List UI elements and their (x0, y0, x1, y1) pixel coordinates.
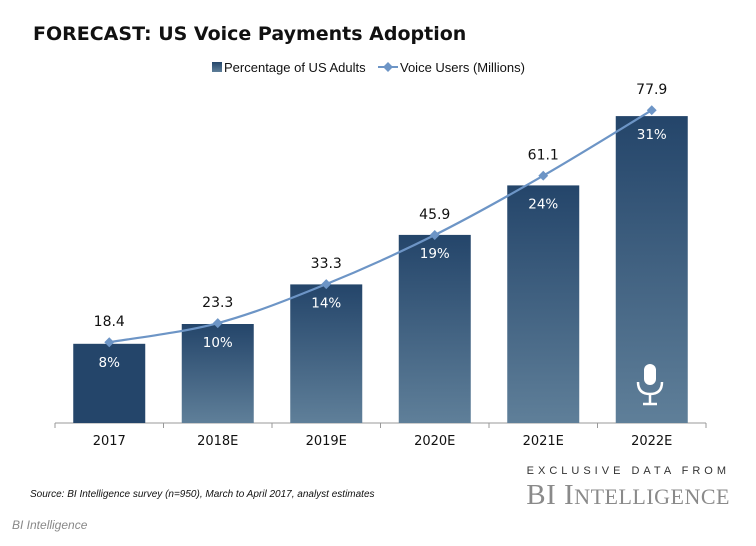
line-data-label: 23.3 (202, 295, 233, 311)
bar-2020E (398, 234, 471, 423)
line-data-label: 33.3 (311, 256, 342, 272)
x-tick-label: 2021E (523, 434, 564, 449)
line-data-label: 18.4 (94, 314, 125, 330)
bar-label: 10% (203, 335, 233, 351)
bar-label: 24% (528, 196, 558, 212)
chart-title: FORECAST: US Voice Payments Adoption (33, 23, 466, 45)
line-data-label: 61.1 (528, 148, 559, 164)
x-tick-label: 2018E (197, 434, 238, 449)
x-tick-label: 2019E (306, 434, 347, 449)
bar-2018E (181, 324, 254, 423)
legend: Percentage of US Adults Voice Users (Mil… (212, 60, 525, 75)
bar-2019E (290, 284, 363, 423)
footer-brand: BI Intelligence (12, 518, 88, 532)
line-data-label: 77.9 (636, 82, 667, 98)
line-marker-2018E (212, 318, 223, 329)
source-note: Source: BI Intelligence survey (n=950), … (30, 489, 375, 500)
x-tick-label: 2017 (93, 434, 126, 449)
legend-line: Voice Users (Millions) (400, 60, 525, 75)
legend-bar-swatch (212, 62, 222, 72)
line-marker-2021E (538, 170, 549, 181)
legend-bars: Percentage of US Adults (224, 60, 366, 75)
exclusive-label: EXCLUSIVE DATA FROM (526, 465, 730, 477)
x-tick-label: 2020E (414, 434, 455, 449)
bar-label: 31% (637, 127, 667, 143)
line-marker-2019E (321, 279, 332, 290)
bar-2017 (73, 343, 146, 423)
bar-2021E (507, 185, 580, 423)
bar-label: 19% (420, 246, 450, 262)
line-marker-2020E (429, 230, 440, 240)
microphone-icon (636, 364, 664, 406)
voice-users-line (109, 109, 653, 344)
chart: FORECAST: US Voice Payments Adoption Per… (33, 23, 707, 449)
bar-label: 8% (99, 355, 121, 371)
bar-label: 14% (311, 295, 341, 311)
legend-line-marker (383, 62, 393, 72)
line-marker-2022E (646, 105, 657, 116)
line-data-label: 45.9 (419, 207, 450, 223)
bi-intelligence-logo: BI INTELLIGENCE (526, 479, 730, 511)
x-tick-label: 2022E (631, 434, 672, 449)
